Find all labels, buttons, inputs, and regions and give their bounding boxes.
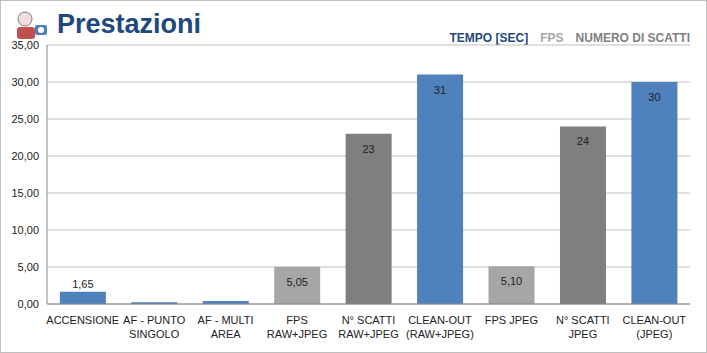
svg-text:30,00: 30,00 (11, 76, 39, 88)
svg-text:23: 23 (363, 143, 375, 155)
svg-text:FPS JPEG: FPS JPEG (485, 314, 538, 326)
svg-text:10,00: 10,00 (11, 224, 39, 236)
svg-text:AF - PUNTOSINGOLO: AF - PUNTOSINGOLO (123, 314, 186, 340)
html-text:FPS: FPS (540, 31, 564, 45)
svg-text:CLEAN-OUT(RAW+JPEG): CLEAN-OUT(RAW+JPEG) (406, 314, 474, 340)
svg-text:30: 30 (648, 91, 660, 103)
svg-text:15,00: 15,00 (11, 187, 39, 199)
svg-text:35,00: 35,00 (11, 39, 39, 51)
svg-text:N° SCATTIJPEG: N° SCATTIJPEG (556, 314, 610, 340)
svg-text:5,10: 5,10 (501, 275, 522, 287)
html-text:TEMPO [SEC]: TEMPO [SEC] (449, 31, 529, 45)
svg-text:0,00: 0,00 (18, 298, 39, 310)
svg-text:25,00: 25,00 (11, 113, 39, 125)
html-text:NUMERO DI SCATTI: NUMERO DI SCATTI (575, 31, 690, 45)
svg-text:ACCENSIONE: ACCENSIONE (46, 314, 119, 326)
svg-text:5,05: 5,05 (286, 276, 307, 288)
svg-text:31: 31 (434, 84, 446, 96)
svg-text:20,00: 20,00 (11, 150, 39, 162)
svg-text:5,00: 5,00 (18, 261, 39, 273)
svg-text:24: 24 (577, 135, 589, 147)
html-text:Prestazioni: Prestazioni (57, 9, 201, 39)
svg-text:N° SCATTIRAW+JPEG: N° SCATTIRAW+JPEG (338, 314, 398, 340)
svg-text:AF - MULTIAREA: AF - MULTIAREA (198, 314, 254, 340)
svg-text:FPSRAW+JPEG: FPSRAW+JPEG (267, 314, 327, 340)
svg-text:CLEAN-OUT(JPEG): CLEAN-OUT(JPEG) (622, 314, 686, 340)
svg-text:1,65: 1,65 (72, 278, 93, 290)
